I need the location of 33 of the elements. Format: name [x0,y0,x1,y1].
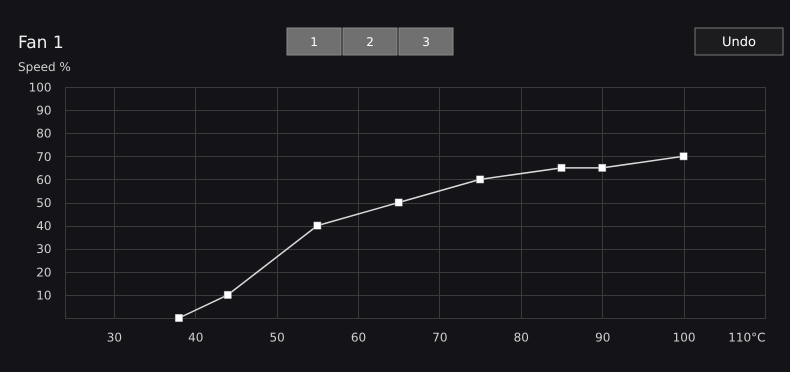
x-tick-label: 100 [672,330,696,344]
point [680,152,688,160]
x-tick-label: 40 [188,330,204,344]
y-tick-label: 30 [36,242,52,256]
y-tick-label: 80 [36,126,52,141]
x-tick-label: 60 [350,330,366,344]
point [224,290,232,299]
y-tick-label: 60 [36,172,52,187]
point [394,198,403,206]
point [558,164,566,172]
point [313,222,322,230]
point [476,175,484,184]
y-axis-title: Speed % [18,60,71,74]
x-tick-label: 110°C [728,330,766,344]
x-tick-label: 90 [595,330,610,344]
y-tick-label: 50 [36,196,52,210]
point [174,314,183,322]
y-tick-label: 10 [36,288,52,302]
x-tick-label: 30 [106,330,122,344]
text: 1 [310,35,318,49]
text: 3 [422,35,430,49]
y-tick-label: 40 [36,219,52,234]
x-tick-label: 70 [432,330,448,344]
x-tick-label: 50 [269,330,285,344]
x-tick-label: 80 [514,330,529,344]
point [598,164,606,172]
y-tick-label: 90 [36,104,52,118]
chart-title: Fan 1 [18,33,64,53]
y-tick-label: 100 [28,80,52,94]
y-tick-label: 20 [36,265,52,280]
y-tick-label: 70 [36,150,52,164]
text: Undo [722,35,756,50]
text: 2 [366,35,374,49]
